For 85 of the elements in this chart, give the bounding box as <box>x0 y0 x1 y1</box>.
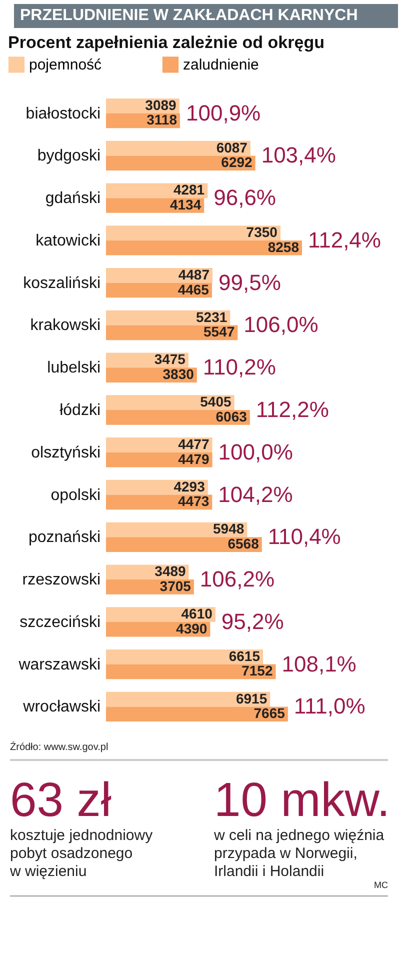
annotation: 110,2% <box>202 354 276 380</box>
bar <box>106 706 288 722</box>
y-tick-label: krakowski <box>30 317 100 334</box>
data-label: 5948 <box>213 520 244 537</box>
annotation: 100,9% <box>186 100 261 126</box>
bar <box>106 198 204 213</box>
chart-title: PRZELUDNIENIE W ZAKŁADACH KARNYCH <box>14 4 398 28</box>
data-label: 5547 <box>204 324 235 340</box>
annotation: 103,4% <box>261 142 336 168</box>
y-tick-label: białostocki <box>26 105 100 122</box>
bar <box>106 268 212 283</box>
text: kosztuje jednodniowy pobyt osadzonego w więzieniu <box>9 827 154 880</box>
data-label: 6292 <box>221 154 253 170</box>
annotation: 112,4% <box>308 227 381 252</box>
data-label: 3705 <box>160 578 192 594</box>
data-label: 6063 <box>216 408 248 424</box>
data-label: 3830 <box>162 366 194 382</box>
text: 10 mkw. <box>214 774 390 827</box>
text: MC <box>374 880 388 890</box>
y-tick-label: lubelski <box>47 360 100 377</box>
data-label: 6915 <box>236 690 268 706</box>
data-label: 3118 <box>146 112 178 128</box>
data-label: 4479 <box>178 450 210 467</box>
bar <box>106 410 250 425</box>
annotation: 108,1% <box>282 651 356 676</box>
data-label: 4465 <box>178 281 210 298</box>
data-label: 4473 <box>178 493 210 510</box>
bar <box>106 692 270 707</box>
y-tick-label: katowicki <box>36 232 100 250</box>
annotation: 96,6% <box>214 185 276 210</box>
data-label: 4390 <box>176 620 208 636</box>
data-label: 6615 <box>228 648 260 664</box>
bar <box>106 438 212 452</box>
bar <box>106 664 276 680</box>
data-label: 4610 <box>181 606 213 622</box>
text: 63 zł <box>10 774 112 827</box>
data-label: 6087 <box>216 139 248 156</box>
bar <box>106 395 234 410</box>
bar <box>106 649 264 664</box>
annotation: 112,2% <box>256 397 329 422</box>
data-label: 3475 <box>154 351 186 368</box>
data-label: 6568 <box>228 536 260 552</box>
data-label: 7350 <box>246 224 278 240</box>
data-label: 4134 <box>170 196 202 212</box>
y-tick-label: gdański <box>45 190 100 208</box>
y-tick-label: szczeciński <box>20 614 100 631</box>
annotation: 104,2% <box>218 482 293 507</box>
data-label: 4293 <box>174 478 206 494</box>
annotation: 111,0% <box>294 694 366 719</box>
y-tick-label: rzeszowski <box>22 572 100 589</box>
bar <box>106 226 280 240</box>
y-tick-label: warszawski <box>18 656 100 674</box>
data-label: 7152 <box>242 662 273 679</box>
text: Źródło: www.sw.gov.pl <box>10 741 108 753</box>
data-label: 4487 <box>178 266 210 282</box>
data-label: 3089 <box>145 96 177 113</box>
annotation: 95,2% <box>221 608 284 634</box>
annotation: 110,4% <box>268 524 341 550</box>
chart-subtitle: Procent zapełnienia zależnie od okręgu <box>8 33 324 52</box>
bar <box>106 537 262 552</box>
data-label: 4281 <box>173 182 205 198</box>
y-tick-label: łódzki <box>60 402 100 419</box>
annotation: 106,0% <box>244 312 318 338</box>
data-label: 4477 <box>178 436 210 452</box>
y-tick-label: olsztyński <box>31 444 100 462</box>
bar <box>106 240 302 256</box>
data-label: 5405 <box>200 394 232 410</box>
data-label: 5231 <box>196 308 228 325</box>
bar <box>106 156 256 171</box>
y-tick-label: poznański <box>28 529 100 546</box>
data-label: 8258 <box>268 238 300 255</box>
annotation: 106,2% <box>200 566 275 592</box>
y-tick-label: opolski <box>50 486 100 504</box>
annotation: 99,5% <box>218 270 281 295</box>
y-tick-label: bydgoski <box>37 148 100 165</box>
legend-label: zaludnienie <box>183 56 259 74</box>
bar <box>106 607 216 622</box>
annotation: 100,0% <box>218 439 293 464</box>
text: w celi na jednego więźnia przypada w Norwegii, Irlandii i Holandii <box>213 827 385 880</box>
y-tick-label: wrocławski <box>22 698 100 716</box>
data-label: 7665 <box>254 705 286 722</box>
y-tick-label: koszaliński <box>23 274 100 292</box>
data-label: 3489 <box>154 563 186 580</box>
bar <box>106 325 238 340</box>
legend-label: pojemność <box>29 56 102 74</box>
